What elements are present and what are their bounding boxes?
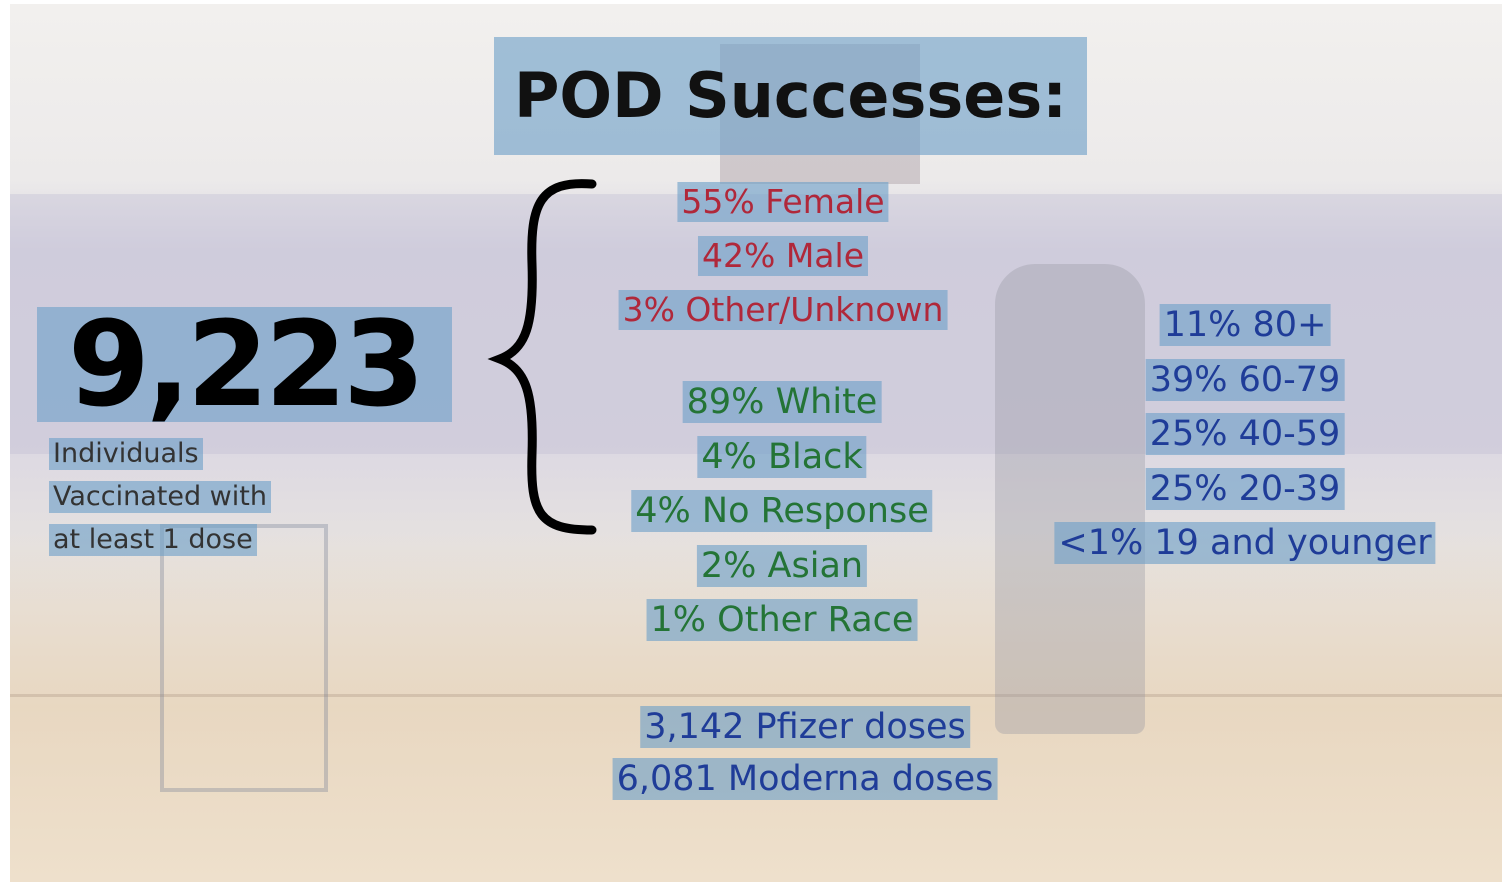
age-stat: 11% 80+ [1160,304,1331,346]
brace-path [500,184,592,530]
brace [480,174,610,544]
gender-stat: 3% Other/Unknown [619,290,948,330]
race-stat: 2% Asian [697,545,867,587]
age-stat: 39% 60-79 [1146,359,1345,401]
race-stat: 4% Black [697,436,866,478]
race-stat: 89% White [683,381,882,423]
caption-line: Individuals [49,438,203,470]
infographic: POD Successes: 9,223 Individuals Vaccinat… [10,4,1502,882]
caption-line: Vaccinated with [49,481,271,513]
age-stat: <1% 19 and younger [1054,522,1435,564]
dose-stat: 3,142 Pfizer doses [640,706,970,748]
background-figure [995,264,1145,734]
age-stat: 25% 40-59 [1146,413,1345,455]
background-chair [160,524,328,792]
gender-stat: 42% Male [698,236,868,276]
race-stat: 1% Other Race [647,599,918,641]
gender-stat: 55% Female [677,182,888,222]
caption-line: at least 1 dose [49,524,257,556]
title: POD Successes: [494,37,1087,155]
page: POD Successes: 9,223 Individuals Vaccinat… [0,0,1506,886]
dose-stat: 6,081 Moderna doses [613,758,998,800]
age-stat: 25% 20-39 [1146,468,1345,510]
total-count: 9,223 [37,307,452,422]
race-stat: 4% No Response [631,490,932,532]
